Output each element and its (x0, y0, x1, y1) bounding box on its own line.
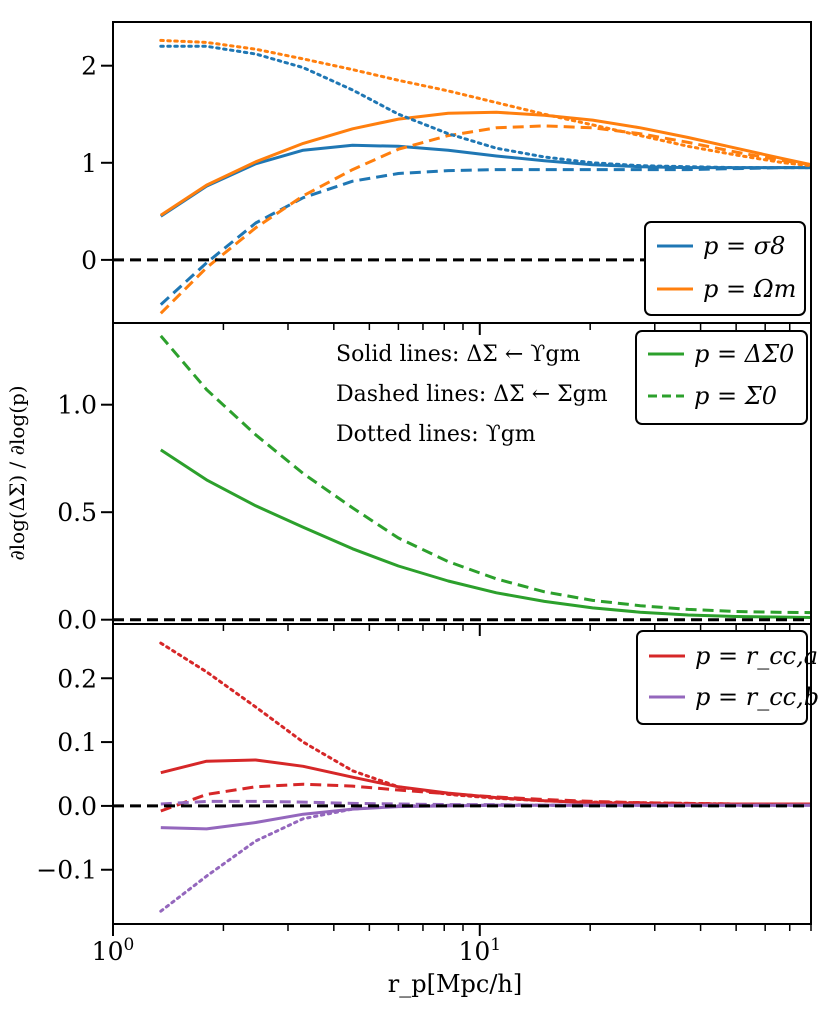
ytick-label-bottom-2: 0.1 (57, 728, 97, 757)
panel-bottom-series (113, 641, 811, 913)
legend-label-rcca: p = r_cc,a (695, 642, 818, 670)
series-line-middle-0 (159, 448, 811, 619)
ytick-label-middle-1: 0.5 (57, 498, 97, 527)
line-style-annotations: Solid lines: ΔΣ ← ϒgm Dashed lines: ΔΣ ←… (336, 342, 608, 447)
annotation-dotted: Dotted lines: ϒgm (336, 422, 536, 447)
legend-bottom: p = r_cc,a p = r_cc,b (636, 630, 819, 725)
ytick-label-top-1: 1 (81, 149, 97, 178)
xtick-label-1: 101 (458, 935, 501, 966)
legend-label-omegam: p = Ωm (703, 275, 796, 303)
series-lines (113, 38, 811, 913)
x-axis-label: r_p[Mpc/h] (388, 970, 522, 998)
legend-label-deltasigma0: p = ΔΣ0 (694, 340, 794, 368)
series-line-top-2 (159, 166, 811, 306)
ytick-label-bottom-3: 0.2 (57, 664, 97, 693)
panel-middle-series (113, 334, 811, 622)
legend-label-rccb: p = r_cc,b (695, 683, 819, 711)
ytick-label-bottom-0: −0.1 (36, 856, 97, 885)
legend-bottom-frame (636, 630, 808, 725)
series-line-top-0 (159, 143, 811, 218)
series-line-top-3 (159, 124, 811, 315)
axes: 0 1 2 0.0 0.5 1.0 −0.1 0.0 0.1 0.2 100 101 (36, 21, 812, 966)
ytick-label-middle-2: 1.0 (57, 391, 97, 420)
ytick-label-top-0: 0 (81, 246, 97, 275)
series-line-top-5 (159, 38, 811, 168)
legend-middle: p = ΔΣ0 p = Σ0 (635, 330, 808, 425)
series-line-top-4 (159, 44, 811, 170)
legend-top: p = σ8 p = Ωm (644, 221, 806, 316)
xtick-label-0: 100 (92, 935, 135, 966)
annotation-solid: Solid lines: ΔΣ ← ϒgm (336, 342, 580, 367)
y-axis-label: ∂log(ΔΣ) / ∂log(p) (5, 385, 29, 560)
legend-label-sigma8: p = σ8 (703, 232, 785, 260)
series-line-bottom-3 (160, 803, 811, 831)
annotation-dashed: Dashed lines: ΔΣ ← Σgm (336, 382, 608, 407)
ytick-label-top-2: 2 (81, 52, 97, 81)
series-line-bottom-4 (160, 799, 811, 807)
legend-label-sigma0: p = Σ0 (694, 382, 777, 410)
ytick-label-middle-0: 0.0 (57, 606, 97, 635)
panel-top-series (113, 38, 811, 315)
series-line-top-1 (159, 110, 811, 217)
panel-frame-bottom (112, 623, 812, 925)
series-line-middle-1 (159, 334, 811, 615)
ytick-label-bottom-1: 0.0 (57, 792, 97, 821)
